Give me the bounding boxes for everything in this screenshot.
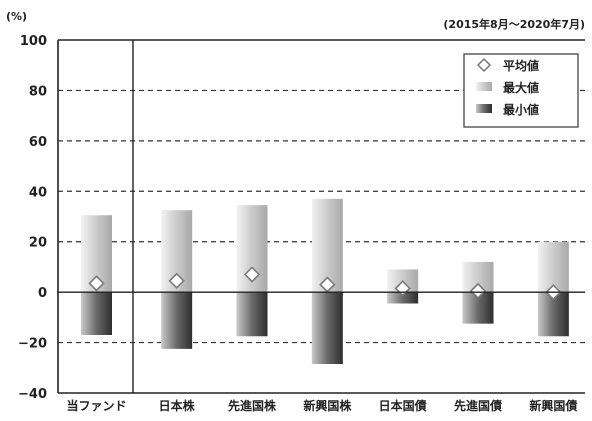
bar-max: [537, 241, 569, 293]
legend-label-min: 最小値: [503, 102, 539, 117]
y-tick-label: −40: [18, 387, 47, 402]
x-category-label: 先進国債: [454, 398, 502, 413]
mean-marker: [168, 272, 185, 289]
mean-marker: [469, 282, 487, 300]
legend-diamond-icon: [476, 57, 492, 73]
bar-min: [81, 292, 112, 336]
y-unit-label: (%): [6, 10, 27, 23]
x-category-label: 先進国株: [228, 398, 277, 413]
legend-swatch-max: [476, 82, 492, 91]
bar-min: [236, 292, 268, 337]
x-axis-labels: 当ファンド 日本株 先進国株 新興国株 日本国債 先進国債 新興国債: [66, 398, 577, 413]
axes: [57, 39, 585, 394]
mean-markers: [88, 266, 562, 301]
legend: 平均値 最大値 最小値: [463, 53, 579, 128]
period-label: (2015年8月～2020年7月): [443, 17, 585, 31]
x-category-label: 新興国株: [303, 398, 352, 413]
y-tick-label: 20: [29, 236, 47, 251]
x-category-label: 新興国債: [529, 398, 577, 413]
y-tick-label: 80: [29, 84, 47, 99]
bar-min: [311, 292, 343, 365]
y-tick-label: 40: [29, 185, 47, 200]
y-axis-ticks: −40 −20 0 20 40 60 80 100: [18, 34, 47, 402]
bar-min: [161, 292, 193, 349]
x-category-label: 日本株: [159, 398, 196, 413]
bar-min: [387, 292, 419, 304]
mean-marker: [243, 266, 261, 283]
x-category-label: 日本国債: [379, 398, 427, 413]
y-tick-label: 0: [38, 286, 47, 301]
x-category-label: 当ファンド: [66, 398, 126, 413]
mean-marker: [88, 275, 105, 292]
legend-label-mean: 平均値: [503, 58, 539, 73]
legend-swatch-min: [476, 104, 492, 113]
legend-label-max: 最大値: [503, 80, 539, 95]
y-tick-label: 100: [20, 34, 47, 49]
y-tick-label: −20: [18, 337, 47, 352]
y-tick-label: 60: [29, 135, 47, 150]
